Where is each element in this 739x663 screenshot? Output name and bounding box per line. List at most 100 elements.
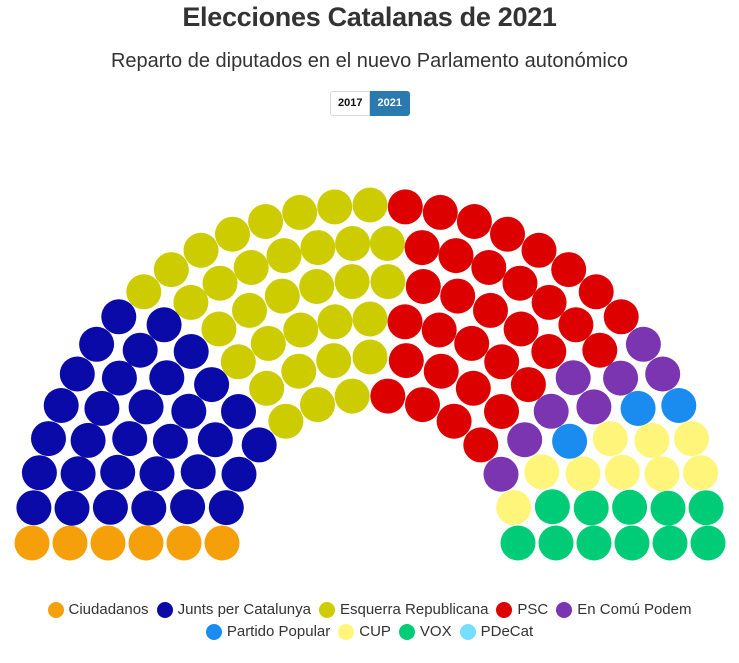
seat-esquerra-republicana[interactable] bbox=[317, 189, 353, 225]
seat-junts-per-catalunya[interactable] bbox=[60, 456, 96, 492]
seat-junts-per-catalunya[interactable] bbox=[21, 455, 57, 491]
seat-psc[interactable] bbox=[440, 278, 476, 314]
seat-esquerra-republicana[interactable] bbox=[248, 204, 284, 239]
seat-partido-popular[interactable] bbox=[552, 423, 588, 459]
seat-ciudadanos[interactable] bbox=[204, 525, 240, 561]
seat-junts-per-catalunya[interactable] bbox=[59, 356, 95, 392]
seat-cup[interactable] bbox=[496, 490, 532, 526]
seat-esquerra-republicana[interactable] bbox=[317, 304, 353, 340]
seat-junts-per-catalunya[interactable] bbox=[173, 334, 209, 369]
seat-en-com-podem[interactable] bbox=[533, 393, 569, 429]
seat-cup[interactable] bbox=[524, 454, 560, 490]
seat-junts-per-catalunya[interactable] bbox=[16, 490, 52, 526]
seat-vox[interactable] bbox=[576, 525, 612, 561]
legend-item-pdecat[interactable]: PDeCat bbox=[459, 623, 533, 640]
seat-junts-per-catalunya[interactable] bbox=[101, 299, 137, 335]
seat-esquerra-republicana[interactable] bbox=[268, 403, 304, 439]
seat-psc[interactable] bbox=[387, 304, 423, 340]
seat-junts-per-catalunya[interactable] bbox=[241, 427, 277, 463]
seat-esquerra-republicana[interactable] bbox=[352, 301, 388, 337]
seat-vox[interactable] bbox=[650, 490, 686, 526]
seat-vox[interactable] bbox=[534, 489, 570, 525]
seat-psc[interactable] bbox=[490, 216, 525, 252]
seat-psc[interactable] bbox=[510, 367, 546, 403]
seat-partido-popular[interactable] bbox=[620, 390, 656, 426]
seat-psc[interactable] bbox=[388, 343, 424, 379]
legend-item-junts[interactable]: Junts per Catalunya bbox=[156, 601, 311, 618]
seat-esquerra-republicana[interactable] bbox=[334, 378, 370, 414]
seat-en-com-podem[interactable] bbox=[645, 356, 681, 392]
seat-psc[interactable] bbox=[436, 403, 472, 439]
seat-cup[interactable] bbox=[644, 456, 680, 492]
seat-cup[interactable] bbox=[592, 421, 628, 457]
seat-junts-per-catalunya[interactable] bbox=[221, 456, 257, 492]
seat-psc[interactable] bbox=[471, 250, 507, 285]
seat-esquerra-republicana[interactable] bbox=[283, 312, 319, 348]
seat-junts-per-catalunya[interactable] bbox=[221, 394, 256, 429]
seat-junts-per-catalunya[interactable] bbox=[43, 388, 79, 423]
seat-vox[interactable] bbox=[614, 525, 650, 561]
seat-esquerra-republicana[interactable] bbox=[202, 265, 238, 301]
seat-vox[interactable] bbox=[612, 489, 648, 525]
seat-esquerra-republicana[interactable] bbox=[126, 274, 162, 310]
seat-en-com-podem[interactable] bbox=[576, 389, 612, 425]
seat-esquerra-republicana[interactable] bbox=[153, 252, 189, 288]
seat-junts-per-catalunya[interactable] bbox=[149, 360, 185, 396]
legend-item-erc[interactable]: Esquerra Republicana bbox=[318, 601, 488, 618]
seat-psc[interactable] bbox=[454, 325, 490, 361]
seat-esquerra-republicana[interactable] bbox=[282, 194, 318, 230]
seat-psc[interactable] bbox=[603, 299, 639, 335]
seat-junts-per-catalunya[interactable] bbox=[54, 490, 90, 526]
seat-esquerra-republicana[interactable] bbox=[335, 226, 371, 261]
legend-item-ciudadanos[interactable]: Ciudadanos bbox=[47, 601, 149, 618]
seat-esquerra-republicana[interactable] bbox=[370, 264, 406, 300]
seat-esquerra-republicana[interactable] bbox=[220, 344, 256, 380]
seat-psc[interactable] bbox=[405, 387, 440, 423]
seat-ciudadanos[interactable] bbox=[90, 525, 126, 561]
seat-psc[interactable] bbox=[370, 378, 406, 414]
seat-psc[interactable] bbox=[484, 344, 520, 380]
seat-junts-per-catalunya[interactable] bbox=[101, 360, 137, 396]
seat-en-com-podem[interactable] bbox=[603, 360, 639, 396]
seat-cup[interactable] bbox=[674, 421, 709, 457]
seat-junts-per-catalunya[interactable] bbox=[92, 489, 128, 525]
seat-junts-per-catalunya[interactable] bbox=[180, 454, 216, 490]
seat-ciudadanos[interactable] bbox=[52, 525, 88, 561]
seat-psc[interactable] bbox=[455, 370, 491, 406]
seat-psc[interactable] bbox=[531, 334, 567, 369]
legend-item-vox[interactable]: VOX bbox=[398, 623, 452, 640]
seat-esquerra-republicana[interactable] bbox=[215, 216, 250, 252]
seat-junts-per-catalunya[interactable] bbox=[112, 421, 148, 457]
seat-psc[interactable] bbox=[502, 265, 538, 301]
seat-ciudadanos[interactable] bbox=[14, 525, 50, 561]
seat-esquerra-republicana[interactable] bbox=[183, 232, 219, 268]
seat-ciudadanos[interactable] bbox=[166, 525, 202, 561]
seat-psc[interactable] bbox=[551, 252, 587, 288]
seat-psc[interactable] bbox=[531, 284, 567, 320]
seat-psc[interactable] bbox=[484, 394, 519, 429]
seat-cup[interactable] bbox=[604, 454, 640, 490]
seat-esquerra-republicana[interactable] bbox=[250, 325, 286, 361]
seat-esquerra-republicana[interactable] bbox=[300, 230, 336, 266]
seat-esquerra-republicana[interactable] bbox=[316, 343, 352, 379]
seat-esquerra-republicana[interactable] bbox=[352, 339, 388, 375]
seat-junts-per-catalunya[interactable] bbox=[194, 367, 230, 403]
seat-esquerra-republicana[interactable] bbox=[299, 269, 335, 304]
seat-psc[interactable] bbox=[558, 307, 594, 343]
seat-junts-per-catalunya[interactable] bbox=[171, 393, 207, 429]
seat-esquerra-republicana[interactable] bbox=[173, 284, 209, 320]
seat-esquerra-republicana[interactable] bbox=[201, 311, 237, 347]
seat-esquerra-republicana[interactable] bbox=[264, 278, 300, 314]
seat-en-com-podem[interactable] bbox=[483, 456, 519, 492]
seat-junts-per-catalunya[interactable] bbox=[70, 422, 106, 458]
legend-item-psc[interactable]: PSC bbox=[496, 601, 548, 618]
seat-junts-per-catalunya[interactable] bbox=[197, 422, 233, 458]
seat-junts-per-catalunya[interactable] bbox=[146, 307, 182, 343]
seat-cup[interactable] bbox=[634, 422, 670, 458]
seat-junts-per-catalunya[interactable] bbox=[208, 490, 244, 526]
seat-cup[interactable] bbox=[565, 456, 601, 492]
seat-cup[interactable] bbox=[683, 455, 719, 491]
seat-junts-per-catalunya[interactable] bbox=[79, 326, 115, 362]
seat-psc[interactable] bbox=[404, 230, 440, 266]
seat-vox[interactable] bbox=[688, 490, 724, 526]
